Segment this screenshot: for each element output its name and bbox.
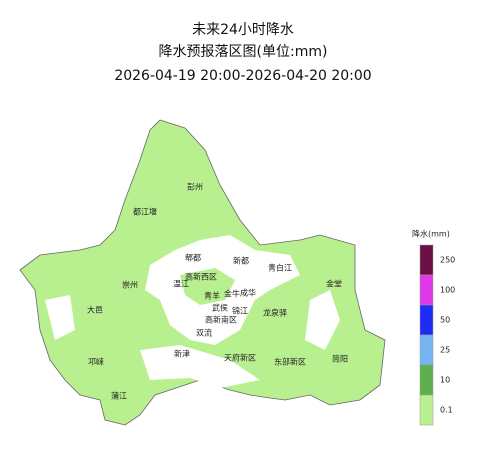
district-label: 大邑 xyxy=(87,305,103,315)
district-label: 金牛 xyxy=(224,289,240,299)
legend-swatch xyxy=(419,274,434,306)
dry-area xyxy=(180,268,235,305)
district-label: 邛崃 xyxy=(88,357,104,367)
legend-swatch xyxy=(419,244,434,276)
legend-swatch xyxy=(419,394,434,426)
district-label: 青白江 xyxy=(268,263,292,273)
district-label: 彭州 xyxy=(187,182,203,192)
legend-title: 降水(mm) xyxy=(412,229,450,239)
district-label: 成华 xyxy=(240,288,256,298)
district-label: 东部新区 xyxy=(274,357,306,367)
district-label: 温江 xyxy=(173,280,189,289)
subtitle: 降水预报落区图(单位:mm) xyxy=(159,44,328,60)
district-label: 新津 xyxy=(174,349,190,359)
district-label: 天府新区 xyxy=(224,353,256,363)
dry-area xyxy=(45,295,75,340)
district-label: 高新西区 xyxy=(185,272,217,282)
district-label: 都江堰 xyxy=(133,207,157,217)
district-label: 龙泉驿 xyxy=(263,308,287,318)
legend-label: 50 xyxy=(440,316,450,325)
district-label: 青羊 xyxy=(204,291,220,301)
legend-label: 250 xyxy=(440,256,455,265)
legend-label: 10 xyxy=(440,376,450,385)
dry-area xyxy=(140,345,260,388)
legend-swatch xyxy=(419,304,434,336)
district-label: 双流 xyxy=(196,328,212,338)
district-label: 简阳 xyxy=(332,354,348,364)
legend-label: 100 xyxy=(440,286,455,295)
title: 未来24小时降水 xyxy=(192,22,294,38)
legend-swatch xyxy=(419,334,434,366)
district-label: 高新南区 xyxy=(205,315,237,325)
period: 2026-04-19 20:00-2026-04-20 20:00 xyxy=(114,68,371,84)
legend-label: 25 xyxy=(440,346,450,355)
district-label: 蒲江 xyxy=(111,391,127,401)
district-label: 新都 xyxy=(233,256,249,266)
district-label: 武侯 xyxy=(212,303,228,313)
district-label: 锦江 xyxy=(232,306,248,316)
dry-area xyxy=(305,290,340,350)
district-label: 郫都 xyxy=(185,253,201,263)
district-label: 金堂 xyxy=(326,279,342,289)
legend: 降水(mm) 250 100 50 25 10 0.1 xyxy=(412,229,455,426)
district-label: 崇州 xyxy=(122,281,138,290)
legend-label: 0.1 xyxy=(440,406,453,415)
legend-swatch xyxy=(419,364,434,396)
